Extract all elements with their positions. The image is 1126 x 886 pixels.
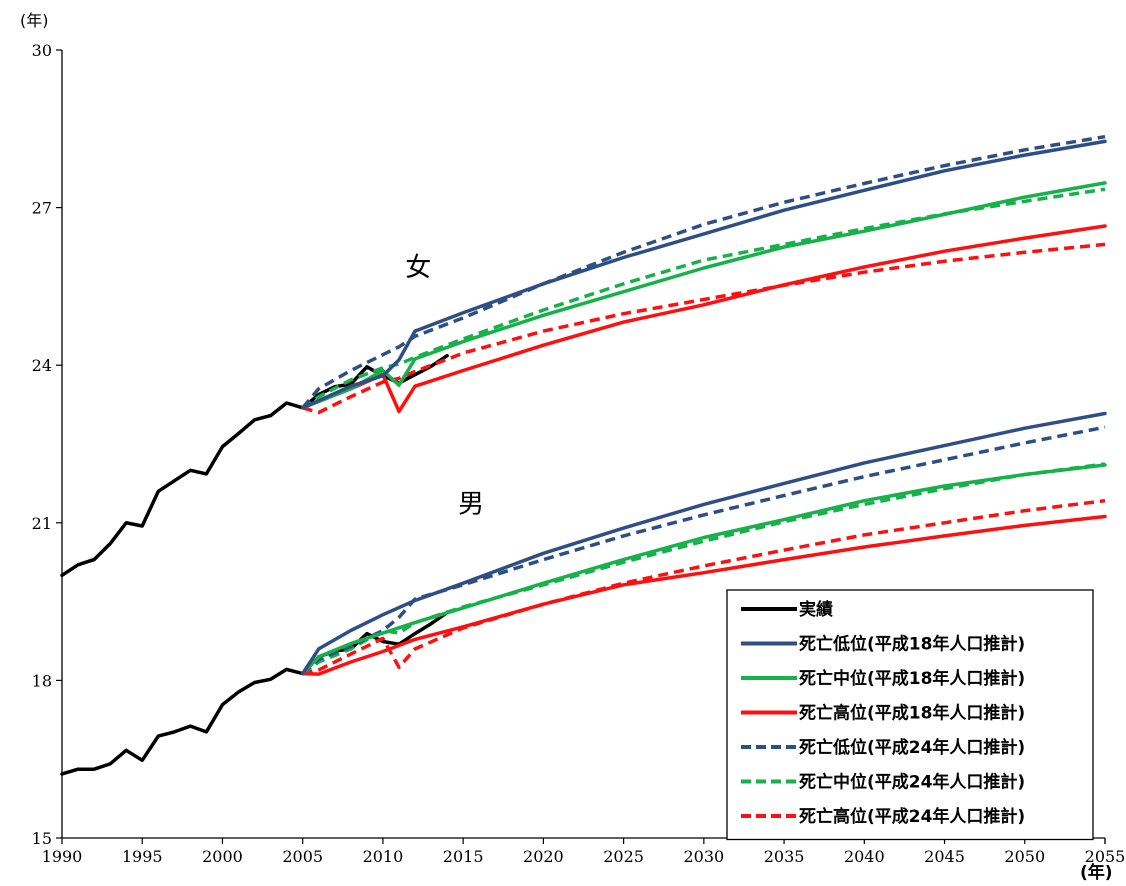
y-tick-label: 24 (32, 356, 52, 375)
annotation-女: 女 (405, 253, 431, 283)
legend-box (726, 589, 1094, 841)
series-line-男-2 (300, 463, 1107, 676)
y-tick-label: 21 (32, 514, 52, 533)
x-tick-label: 2055 (1085, 847, 1126, 866)
x-tick-label: 2000 (202, 847, 243, 866)
series-layer (60, 134, 1107, 776)
x-tick-label: 2010 (363, 847, 404, 866)
annotation-男: 男 (458, 489, 484, 519)
y-tick-label: 15 (32, 829, 52, 848)
x-tick-label: 2025 (603, 847, 644, 866)
legend-label: 死亡中位(平成18年人口推計) (799, 668, 1025, 689)
annotations: 女男 (405, 253, 484, 519)
x-tick-label: 2020 (523, 847, 564, 866)
x-tick-label: 2035 (764, 847, 805, 866)
series-line-女-6 (302, 242, 1106, 415)
x-tick-label: 2005 (282, 847, 323, 866)
axes: 15 18 21 24 27 30 1990 1995 2000 2005 2010 2015 2020… (20, 11, 1125, 883)
y-tick-label: 18 (32, 671, 52, 690)
y-tick-label: 30 (32, 41, 52, 60)
y-axis-unit: (年) (20, 11, 49, 30)
x-tick-label: 2015 (443, 847, 484, 866)
legend-label: 死亡高位(平成18年人口推計) (799, 703, 1025, 724)
x-axis-unit: (年) (1080, 862, 1113, 883)
series-line-女-3 (300, 224, 1107, 414)
y-tick-label: 27 (32, 199, 52, 218)
x-tick-label: 2045 (924, 847, 965, 866)
series-line-女-1 (300, 139, 1107, 410)
legend-label: 死亡低位(平成24年人口推計) (799, 737, 1025, 758)
series-line-男-3 (300, 514, 1107, 676)
series-line-女-2 (300, 181, 1107, 410)
x-tick-label: 1995 (122, 847, 163, 866)
legend-label: 死亡低位(平成18年人口推計) (799, 634, 1025, 655)
x-tick-label: 2030 (683, 847, 724, 866)
x-tick-label: 2050 (1004, 847, 1045, 866)
series-line-男-0 (60, 610, 449, 776)
legend-label: 実績 (799, 599, 833, 620)
series-line-男-1 (300, 411, 1107, 676)
legend-label: 死亡中位(平成24年人口推計) (799, 772, 1025, 793)
x-tick-label: 1990 (42, 847, 83, 866)
legend-label: 死亡高位(平成24年人口推計) (799, 806, 1025, 827)
x-tick-label: 2040 (844, 847, 885, 866)
